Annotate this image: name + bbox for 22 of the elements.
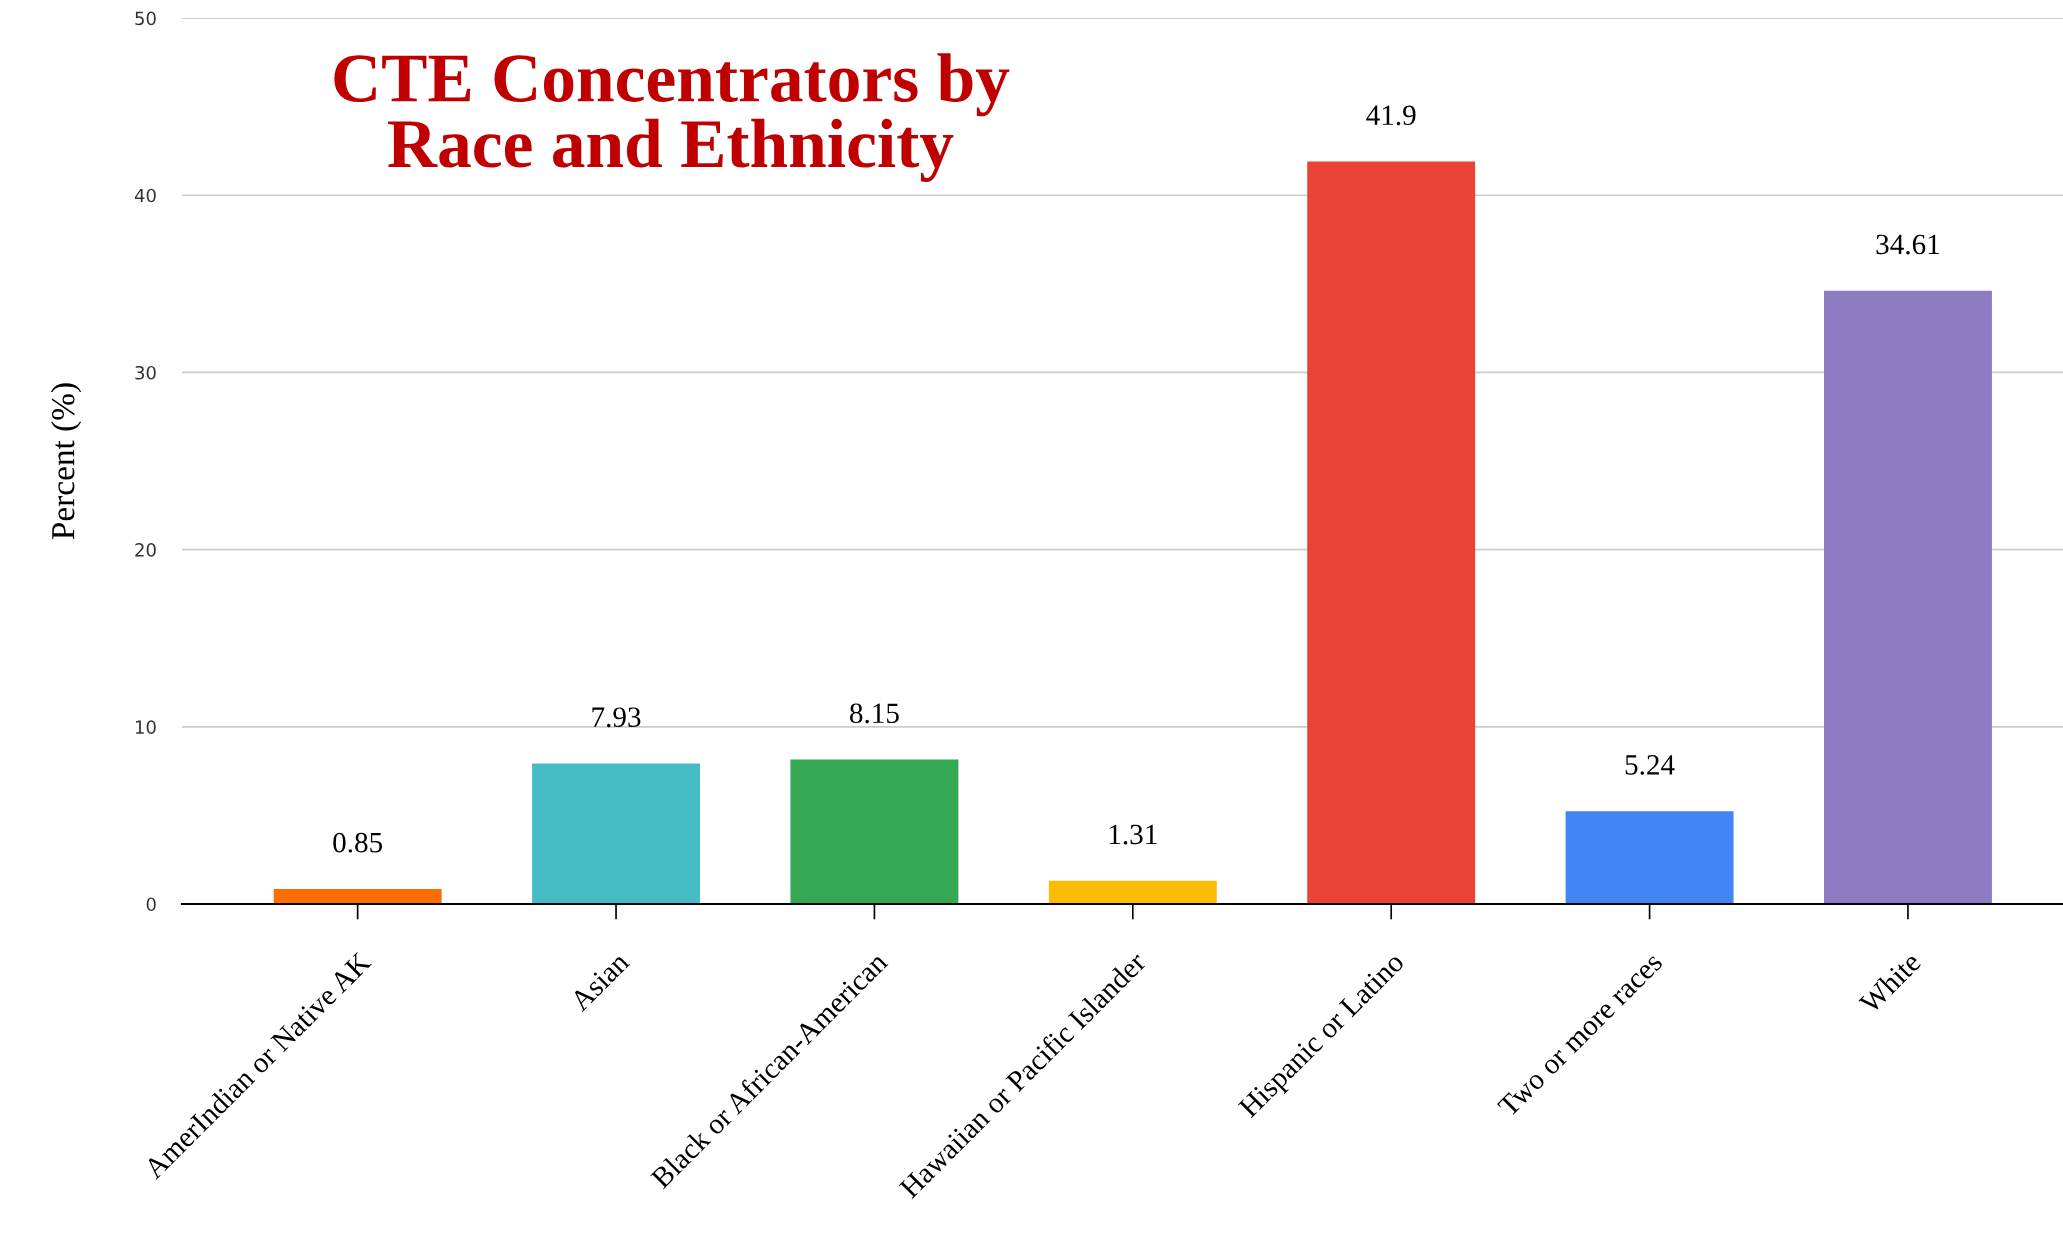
data-label: 8.15 [850,703,899,724]
bar [1823,290,1992,904]
y-tick-label: 40 [134,188,156,203]
text: CTE Concentrators by Race and Ethnicity [334,53,1010,182]
y-tick-label: 0 [146,897,156,912]
bar [273,888,442,904]
data-label: 1.31 [1109,824,1157,845]
bar [532,763,701,904]
bar [1307,161,1476,904]
y-tick-label: 20 [135,543,156,557]
y-axis-title: Percent (%) [50,383,82,540]
y-tick-label: 10 [135,720,156,734]
y-tick-label: 30 [135,365,156,380]
bar [1048,880,1217,904]
data-label: 34.61 [1876,234,1940,255]
data-label: 7.93 [592,707,641,728]
data-label: 0.85 [333,832,383,853]
data-label: 5.24 [1625,755,1675,775]
bar [790,759,959,904]
bar [1565,811,1734,904]
y-tick-label: 50 [135,11,156,26]
data-label: 41.9 [1366,105,1416,126]
